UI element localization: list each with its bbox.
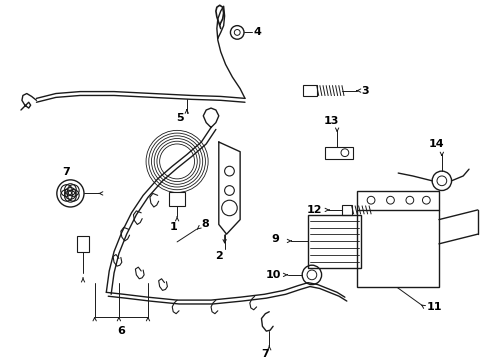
Text: 6: 6 — [117, 326, 124, 336]
Text: 12: 12 — [306, 205, 322, 215]
Text: 14: 14 — [427, 139, 443, 149]
Bar — [169, 193, 184, 206]
Text: 3: 3 — [361, 86, 368, 96]
Text: 7: 7 — [62, 167, 70, 177]
Text: 2: 2 — [215, 251, 222, 261]
Text: 7: 7 — [261, 350, 269, 359]
Text: 5: 5 — [176, 113, 183, 123]
Text: 9: 9 — [270, 234, 278, 244]
Text: 10: 10 — [265, 270, 280, 280]
Text: 1: 1 — [169, 222, 177, 232]
Bar — [77, 236, 89, 252]
Bar — [356, 190, 438, 288]
Bar — [341, 205, 351, 215]
Text: 4: 4 — [253, 27, 261, 37]
Text: 8: 8 — [201, 220, 209, 229]
Text: 13: 13 — [323, 116, 338, 126]
Bar — [303, 85, 316, 96]
Bar — [307, 215, 361, 268]
Text: 11: 11 — [426, 302, 441, 312]
Bar — [325, 147, 352, 158]
